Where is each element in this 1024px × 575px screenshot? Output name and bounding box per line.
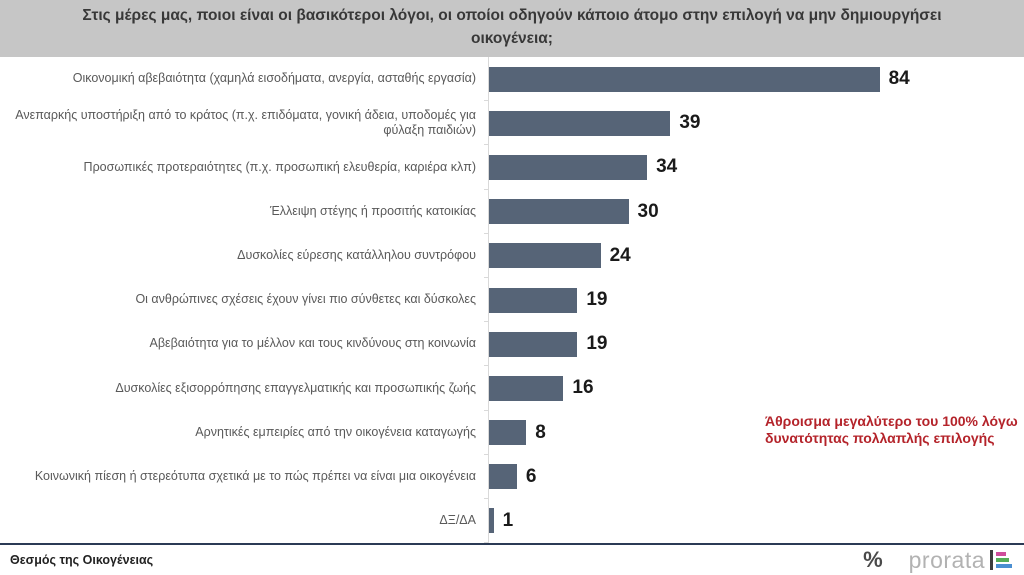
category-label: Έλλειψη στέγης ή προσιτής κατοικίας	[270, 203, 476, 218]
value-label: 8	[535, 421, 546, 443]
logo-bar-green	[996, 558, 1009, 562]
value-label: 16	[572, 377, 594, 399]
bar-area: 84	[484, 57, 1024, 102]
bar	[489, 243, 601, 269]
category-label: Δυσκολίες εύρεσης κατάλληλου συντρόφου	[237, 248, 476, 263]
value-label: 1	[502, 509, 514, 531]
footer-topic-label: Θεσμός της Οικογένειας	[10, 553, 154, 567]
bar	[489, 508, 494, 534]
bar	[489, 331, 578, 357]
chart-row: Έλλειψη στέγης ή προσιτής κατοικίας 30	[0, 189, 1024, 234]
value-label: 39	[679, 112, 701, 134]
category-label: Ανεπαρκής υποστήριξη από το κράτος (π.χ.…	[15, 107, 476, 138]
bar	[489, 110, 671, 136]
bar	[489, 199, 629, 225]
chart-title: Στις μέρες μας, ποιοι είναι οι βασικότερ…	[82, 7, 942, 47]
footer-branding: % prorata	[863, 547, 1012, 574]
category-label: Κοινωνική πίεση ή στερεότυπα σχετικά με …	[34, 468, 476, 483]
chart-row: Αρνητικές εμπειρίες από την οικογένεια κ…	[0, 410, 1024, 455]
chart-row: Οι ανθρώπινες σχέσεις έχουν γίνει πιο σύ…	[0, 277, 1024, 323]
chart-row: Αβεβαιότητα για το μέλλον και τους κινδύ…	[0, 322, 1024, 367]
prorata-barchart-icon	[990, 550, 1012, 570]
chart-row: Προσωπικές προτεραιότητες (π.χ. προσωπικ…	[0, 145, 1024, 190]
value-label: 6	[525, 465, 537, 487]
chart-rows: Οικονομική αβεβαιότητα (χαμηλά εισοδήματ…	[0, 57, 1024, 544]
chart-row: ΔΞ/ΔΑ 1	[0, 498, 1024, 544]
bar-area: 30	[484, 189, 1024, 234]
category-label: Οικονομική αβεβαιότητα (χαμηλά εισοδήματ…	[72, 71, 476, 86]
prorata-wordmark: prorata	[908, 546, 985, 573]
bar-area: 19	[484, 322, 1024, 367]
chart-row: Ανεπαρκής υποστήριξη από το κράτος (π.χ.…	[0, 101, 1024, 146]
category-label: Οι ανθρώπινες σχέσεις έχουν γίνει πιο σύ…	[135, 292, 476, 307]
chart-row: Δυσκολίες εύρεσης κατάλληλου συντρόφου 24	[0, 233, 1024, 279]
bar	[489, 464, 517, 490]
value-label: 24	[609, 244, 631, 266]
value-label: 34	[656, 156, 678, 178]
title-banner: Στις μέρες μας, ποιοι είναι οι βασικότερ…	[0, 0, 1024, 57]
bar	[489, 375, 564, 401]
category-label: Αβεβαιότητα για το μέλλον και τους κινδύ…	[149, 336, 476, 351]
bar-area: 1	[484, 498, 1024, 544]
category-label: ΔΞ/ΔΑ	[439, 513, 476, 528]
bar-area: 34	[484, 145, 1024, 190]
value-label: 30	[637, 200, 659, 222]
category-label: Δυσκολίες εξισορρόπησης επαγγελματικής κ…	[115, 380, 476, 395]
category-label: Αρνητικές εμπειρίες από την οικογένεια κ…	[195, 424, 476, 439]
value-label: 19	[586, 289, 608, 311]
bar	[489, 154, 648, 180]
bar	[489, 420, 527, 446]
logo-bar-pink	[996, 552, 1006, 556]
value-label: 84	[888, 68, 910, 90]
chart-row: Οικονομική αβεβαιότητα (χαμηλά εισοδήματ…	[0, 57, 1024, 102]
bar	[489, 287, 578, 313]
footer: Θεσμός της Οικογένειας % prorata	[0, 543, 1024, 575]
prorata-logo: prorata	[909, 547, 1012, 574]
bar-area: 39	[484, 101, 1024, 146]
multiple-choice-note: Άθροισμα μεγαλύτερο του 100% λόγω δυνατό…	[765, 413, 1018, 446]
value-label: 19	[586, 333, 608, 355]
bar	[489, 66, 880, 92]
bar-area: 8	[484, 410, 1024, 455]
bar-chart: Οικονομική αβεβαιότητα (χαμηλά εισοδήματ…	[0, 57, 1024, 544]
bar-area: 16	[484, 366, 1024, 411]
category-label: Προσωπικές προτεραιότητες (π.χ. προσωπικ…	[83, 159, 476, 174]
chart-row: Δυσκολίες εξισορρόπησης επαγγελματικής κ…	[0, 366, 1024, 411]
bar-area: 24	[484, 233, 1024, 279]
bar-area: 6	[484, 454, 1024, 500]
logo-axis-bar	[990, 550, 993, 570]
bar-area: 19	[484, 277, 1024, 323]
logo-bar-blue	[996, 564, 1012, 568]
chart-row: Κοινωνική πίεση ή στερεότυπα σχετικά με …	[0, 454, 1024, 500]
percent-icon: %	[863, 547, 883, 572]
